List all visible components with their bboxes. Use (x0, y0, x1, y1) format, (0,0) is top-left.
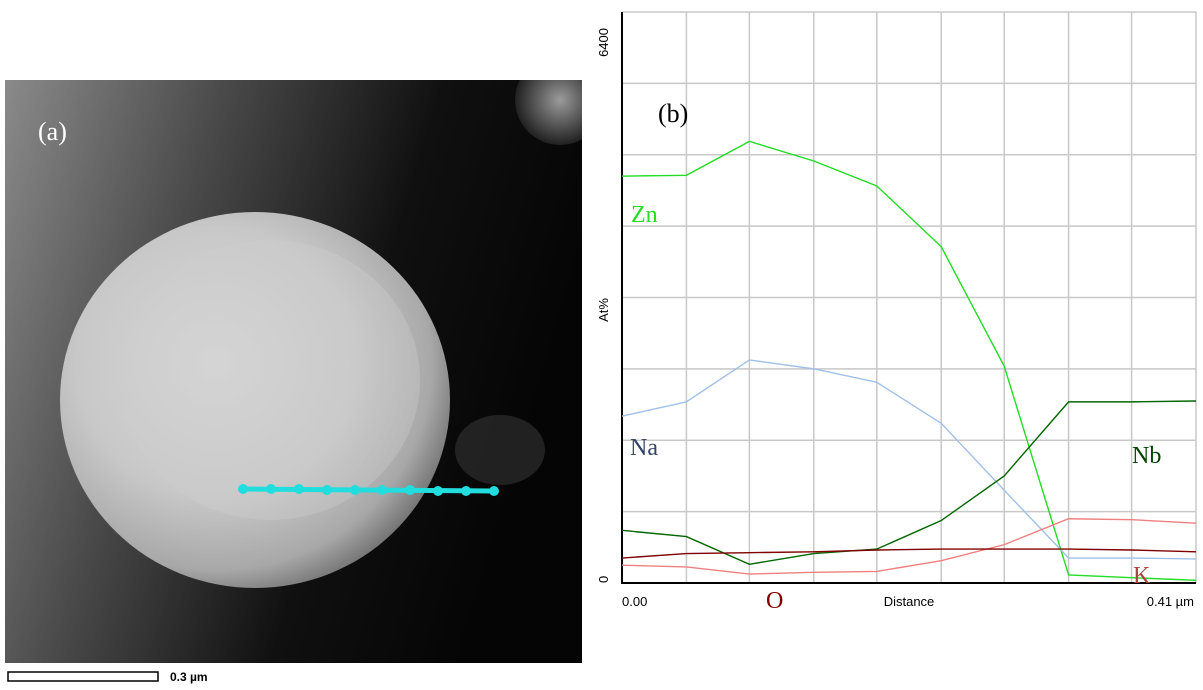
y-tick-label: 0 (596, 576, 611, 583)
scale-bar (7, 671, 159, 682)
series-line (621, 548, 1197, 559)
y-axis-title: At% (596, 298, 611, 322)
x-axis-title: Distance (884, 594, 935, 609)
series-line (621, 400, 1197, 565)
x-tick-label: 0.00 (622, 594, 647, 609)
series-line (621, 518, 1197, 575)
scale-bar-label: 0.3 µm (170, 670, 208, 684)
series-label: K (1133, 563, 1151, 589)
series-label: O (766, 588, 783, 614)
y-tick-label: 6400 (596, 28, 611, 57)
sem-image: (a) (5, 80, 582, 663)
panel-label: (a) (38, 117, 67, 146)
panel-label: (b) (658, 99, 688, 128)
x-tick-label: 0.41 µm (1147, 594, 1194, 609)
series-line (621, 359, 1197, 560)
series-label: Na (630, 435, 658, 461)
chart: 0 6400 0.00 0.41 µm At% Distance (b) Zn Na Nb K O (596, 11, 1197, 614)
series-line (621, 140, 1197, 582)
series-label: Nb (1132, 443, 1161, 469)
series-label: Zn (631, 202, 658, 228)
